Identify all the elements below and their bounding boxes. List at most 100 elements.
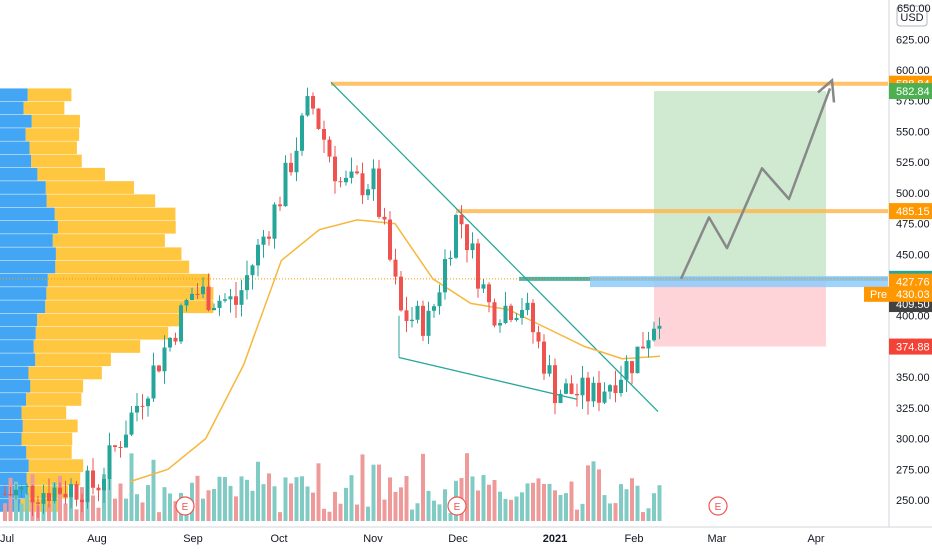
y-tick-label: 450.00 xyxy=(896,249,930,261)
y-tick-label: 475.00 xyxy=(896,219,930,231)
volume-bar xyxy=(548,484,552,521)
candle-body xyxy=(465,224,469,250)
candle-body xyxy=(108,445,112,479)
volume-profile xyxy=(0,88,213,511)
volume-bar xyxy=(531,483,535,521)
candle-body xyxy=(212,308,216,310)
profile-bar-down xyxy=(0,221,58,234)
candle-body xyxy=(350,171,354,177)
candle-body xyxy=(168,338,172,348)
candle-body xyxy=(608,385,612,391)
volume-bar xyxy=(152,460,156,521)
candle-body xyxy=(25,486,29,487)
volume-bars xyxy=(3,453,662,521)
x-tick-label: Aug xyxy=(87,533,107,545)
profile-bar-up xyxy=(24,102,65,115)
stop-zone xyxy=(654,279,826,347)
candle-body xyxy=(113,445,117,447)
y-tick-label: 525.00 xyxy=(896,157,930,169)
candle-body xyxy=(383,217,387,220)
candle-body xyxy=(75,484,79,500)
profile-bar-up xyxy=(29,459,83,472)
volume-bar xyxy=(196,476,200,521)
profile-bar-down xyxy=(0,194,47,207)
candle-body xyxy=(647,340,651,348)
volume-bar xyxy=(300,476,304,521)
candle-body xyxy=(619,380,623,393)
candle-body xyxy=(174,338,178,342)
candle-body xyxy=(201,287,205,295)
candle-body xyxy=(432,306,436,311)
volume-bar xyxy=(520,492,524,521)
candle-body xyxy=(454,215,458,258)
x-tick-label: Dec xyxy=(448,533,468,545)
candle-body xyxy=(119,447,123,448)
volume-bar xyxy=(410,510,414,521)
y-tick-label: 300.00 xyxy=(896,434,930,446)
volume-bar xyxy=(603,495,607,521)
candle-body xyxy=(366,189,370,195)
candle-body xyxy=(289,163,293,172)
candle-body xyxy=(641,347,645,349)
profile-bar-up xyxy=(22,433,73,446)
volume-bar xyxy=(597,469,601,521)
profile-bar-down xyxy=(0,102,24,115)
volume-bar xyxy=(476,490,480,521)
profile-bar-down xyxy=(0,459,29,472)
profile-bar-down xyxy=(0,327,36,340)
profile-bar-down xyxy=(0,155,31,168)
candle-body xyxy=(636,347,640,374)
volume-bar xyxy=(399,487,403,521)
x-tick-label: Oct xyxy=(270,533,287,545)
volume-bar xyxy=(113,499,117,521)
profile-bar-down xyxy=(0,208,55,221)
price-label-target-582: 582.84 xyxy=(889,83,932,99)
volume-bar xyxy=(586,465,590,521)
profile-bar-up xyxy=(28,88,72,101)
volume-bar xyxy=(652,493,656,521)
profile-bar-down xyxy=(0,300,45,313)
candle-body xyxy=(564,383,568,393)
volume-bar xyxy=(97,508,101,521)
candle-body xyxy=(20,487,24,490)
volume-bar xyxy=(223,477,227,521)
volume-bar xyxy=(537,478,541,521)
profile-bar-up xyxy=(56,247,182,260)
volume-bar xyxy=(157,512,161,521)
candle-body xyxy=(3,494,7,495)
candle-body xyxy=(443,259,447,292)
candle-body xyxy=(102,479,106,490)
volume-bar xyxy=(322,509,326,521)
volume-bar xyxy=(262,484,266,521)
candle-body xyxy=(218,301,222,308)
profile-bar-down xyxy=(0,234,53,247)
volume-bar xyxy=(64,504,68,521)
volume-bar xyxy=(278,512,282,521)
y-tick-label: 275.00 xyxy=(896,464,930,476)
profile-bar-down xyxy=(0,141,30,154)
candle-body xyxy=(86,470,90,502)
candle-body xyxy=(614,385,618,393)
candle-body xyxy=(97,488,101,491)
y-tick-label: 400.00 xyxy=(896,311,930,323)
candle-body xyxy=(625,361,629,380)
profile-bar-up xyxy=(37,314,179,327)
candle-body xyxy=(223,299,227,300)
volume-bar xyxy=(20,504,24,521)
candle-body xyxy=(388,220,392,260)
y-tick-label: 625.00 xyxy=(896,34,930,46)
candle-body xyxy=(531,303,535,332)
candle-body xyxy=(570,383,574,394)
profile-bar-down xyxy=(0,88,28,101)
candle-body xyxy=(311,96,315,109)
candle-body xyxy=(295,151,299,172)
candle-body xyxy=(487,284,491,302)
volume-bar xyxy=(306,486,310,521)
volume-bar xyxy=(570,482,574,521)
volume-bar xyxy=(377,465,381,521)
profile-bar-up xyxy=(55,261,189,274)
volume-bar xyxy=(388,477,392,521)
profile-bar-down xyxy=(0,115,32,128)
